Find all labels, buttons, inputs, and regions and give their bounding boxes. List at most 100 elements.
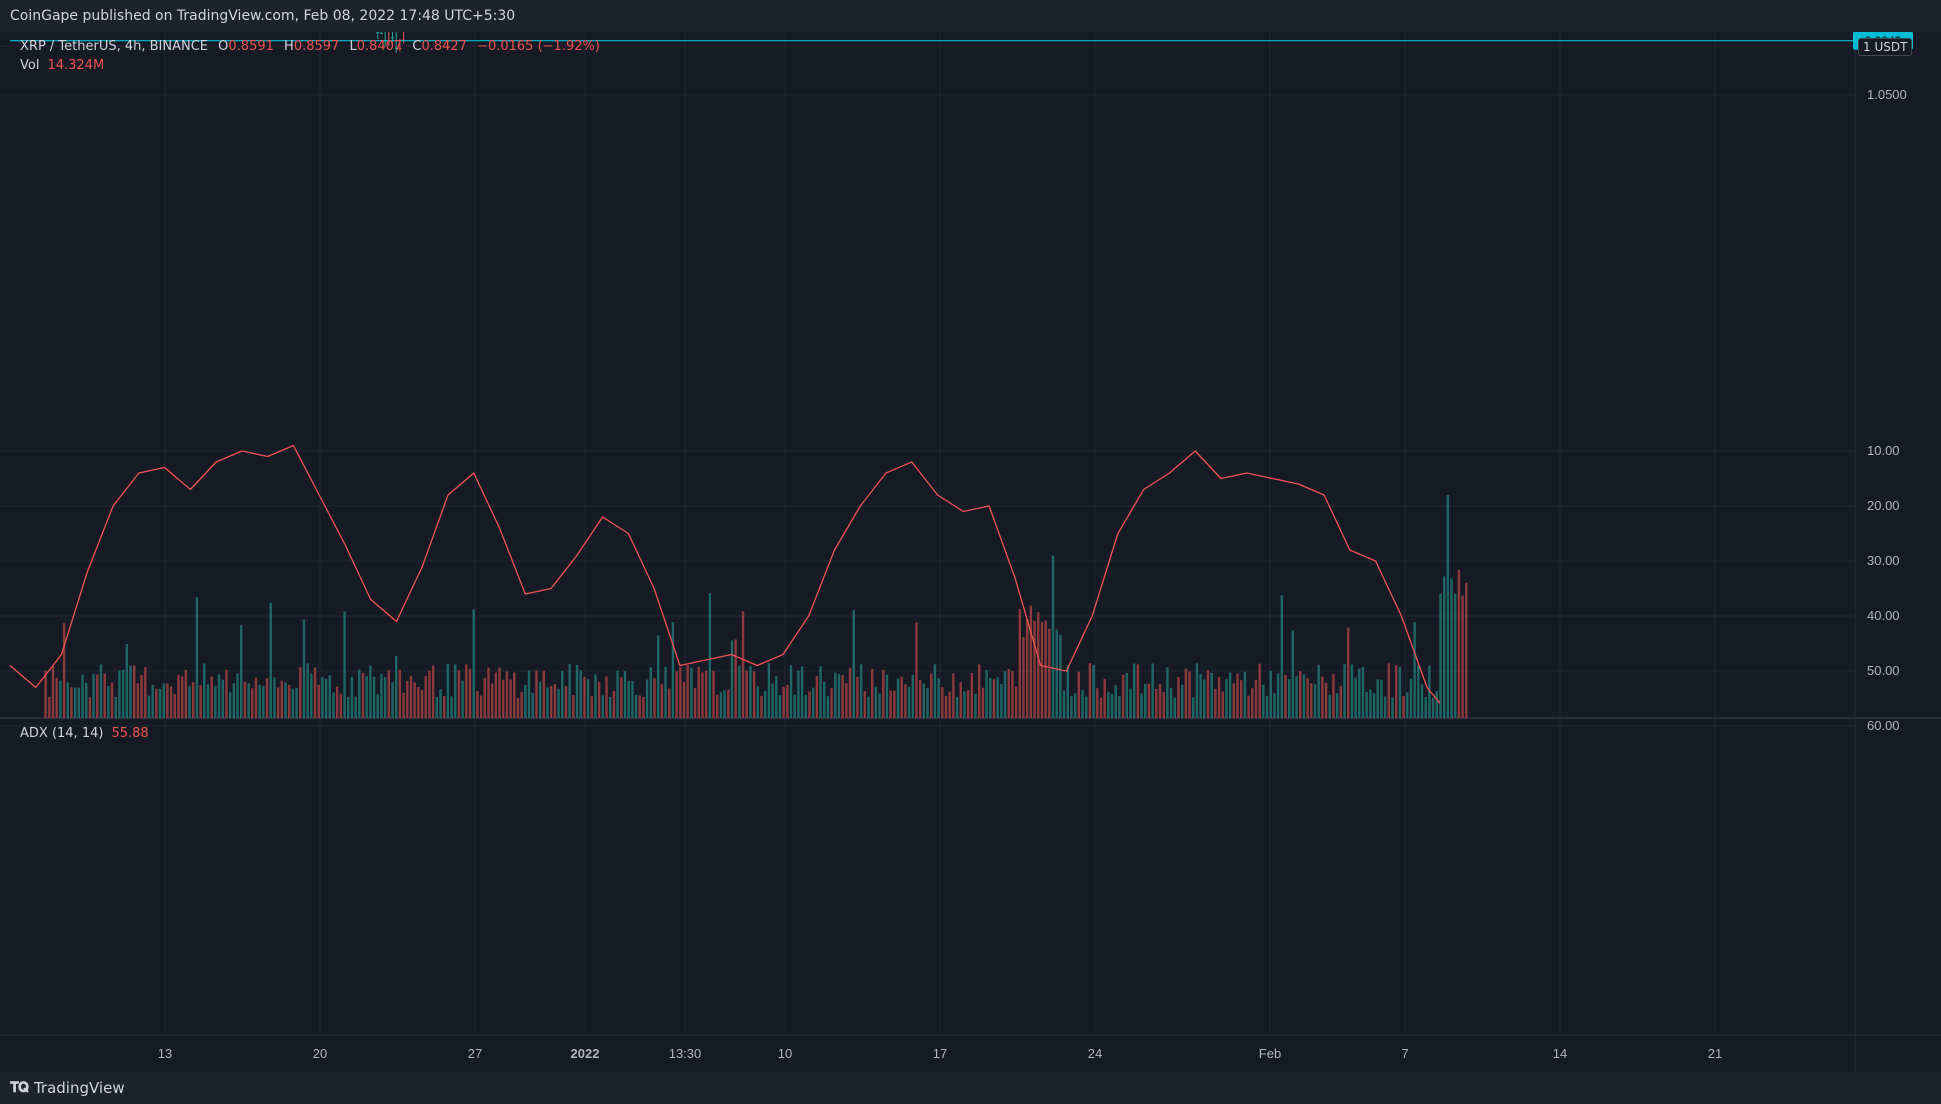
candle-body [391,37,395,39]
volume-bar [564,685,568,718]
volume-bar [952,673,955,718]
volume-bar [793,694,796,718]
volume-bar [1324,682,1328,718]
volume-bar [310,673,313,718]
volume-bar [1011,670,1014,718]
volume-bar [1247,695,1250,718]
volume-bar [1025,619,1029,718]
volume-bar [1037,612,1040,718]
volume-bar [1070,696,1073,718]
volume-bar [1428,665,1431,718]
volume-bar [527,670,531,718]
adx-line [9,444,1441,704]
volume-bar [291,688,295,718]
volume-bar [162,683,165,718]
footer-bar: 𝐓𝐐 TradingView [0,1072,1941,1104]
volume-bar [240,625,243,718]
volume-bar [966,690,970,718]
volume-bar [1347,627,1350,718]
volume-bar [1228,672,1232,718]
volume-bar [800,666,804,718]
volume-bar [1236,673,1239,718]
volume-bar [1085,696,1088,718]
candle-body [394,47,398,49]
volume-bar [1003,671,1007,718]
volume-bar [911,674,914,718]
volume-bar [896,678,900,718]
volume-bar [203,663,206,718]
time-tick-label: 2022 [571,1046,600,1061]
volume-bar [989,678,992,718]
volume-bar [417,687,420,718]
volume-bar [690,667,693,718]
volume-bar [306,663,309,718]
volume-bar [1243,671,1247,718]
volume-bar [557,689,560,718]
volume-bar [682,682,686,718]
volume-bar [228,692,232,718]
volume-bar [686,665,689,718]
volume-bar [970,673,974,718]
volume-bar [1096,688,1099,718]
volume-bar [1217,676,1221,718]
volume-bar [811,687,815,718]
volume-bar [907,686,911,718]
volume-bar [642,696,645,718]
volume-bar [48,696,51,718]
volume-bar [579,670,582,718]
volume-bar [1335,693,1339,718]
volume-bar [531,692,534,718]
volume-bar [276,687,280,718]
volume-bar [1129,688,1132,718]
tradingview-logo[interactable]: 𝐓𝐐 TradingView [10,1079,125,1097]
volume-bar [1014,686,1018,718]
volume-bar [653,678,656,718]
volume-bar [1273,693,1276,718]
volume-bar [516,697,520,718]
price-chart-svg[interactable]: 0.99430.85950.71120.64570.53040.842703:3… [0,32,1941,1072]
chart-area[interactable]: 0.99430.85950.71120.64570.53040.842703:3… [0,32,1941,1072]
volume-bar [782,686,785,718]
volume-bar [247,683,250,718]
volume-bar [671,622,675,718]
volume-bar [701,672,704,718]
volume-bar [778,695,782,718]
volume-bar [1251,688,1254,718]
volume-bar [944,695,948,718]
volume-bar [155,688,158,718]
volume-bar [1136,664,1140,718]
price-tick-label: 1.0500 [1867,87,1907,102]
volume-bar [1192,697,1195,718]
volume-bar [284,682,287,718]
volume-bar [1151,663,1154,718]
volume-bar [1262,684,1265,718]
volume-bar [859,664,863,718]
volume-bar [210,676,213,718]
volume-bar [1321,676,1324,718]
volume-bar [502,679,505,718]
time-tick-label: 13 [158,1046,172,1061]
volume-bar [1465,582,1468,718]
volume-bar [716,694,719,718]
volume-bar [760,695,763,718]
volume-bar [1000,684,1003,718]
volume-bar [295,688,298,718]
volume-bar [1420,684,1424,718]
volume-bar [756,686,760,718]
volume-bar [878,693,881,718]
volume-bar [1132,663,1136,718]
volume-bar [199,685,202,718]
volume-bar [394,656,398,718]
volume-bar [1188,671,1191,718]
volume-bar [136,683,140,718]
volume-bar [926,688,929,718]
volume-bar [1372,693,1376,718]
volume-bar [1044,620,1047,718]
adx-tick-label: 60.00 [1867,718,1900,733]
volume-bar [121,669,125,718]
currency-unit[interactable]: 1 USDT [1858,38,1913,56]
volume-bar [180,676,184,718]
symbol-name: XRP / TetherUS, 4h, BINANCE [20,39,209,54]
volume-bar [62,623,66,718]
volume-bar [1155,689,1158,718]
